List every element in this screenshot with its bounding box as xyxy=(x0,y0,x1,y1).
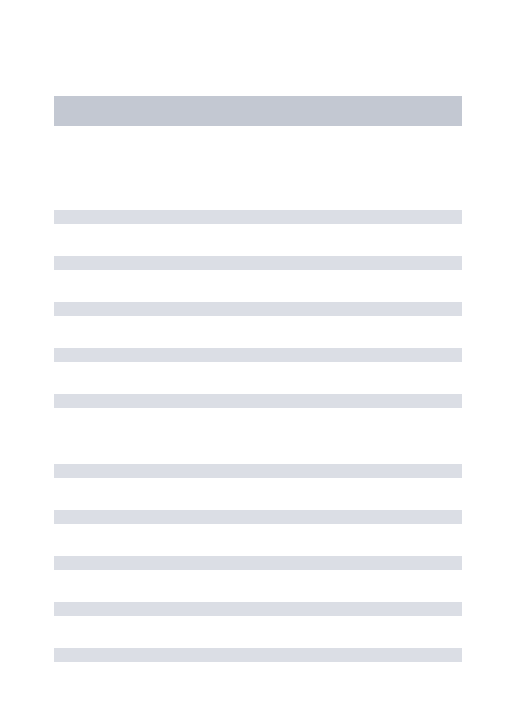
skeleton-line xyxy=(54,602,462,616)
skeleton-line xyxy=(54,256,462,270)
skeleton-container xyxy=(0,0,516,662)
skeleton-line xyxy=(54,302,462,316)
skeleton-line xyxy=(54,648,462,662)
skeleton-line xyxy=(54,510,462,524)
skeleton-header-bar xyxy=(54,96,462,126)
skeleton-line xyxy=(54,394,462,408)
skeleton-group-2 xyxy=(54,464,462,662)
skeleton-group-1 xyxy=(54,210,462,408)
skeleton-line xyxy=(54,348,462,362)
skeleton-line xyxy=(54,210,462,224)
skeleton-group-gap xyxy=(54,440,462,464)
skeleton-line xyxy=(54,556,462,570)
skeleton-line xyxy=(54,464,462,478)
